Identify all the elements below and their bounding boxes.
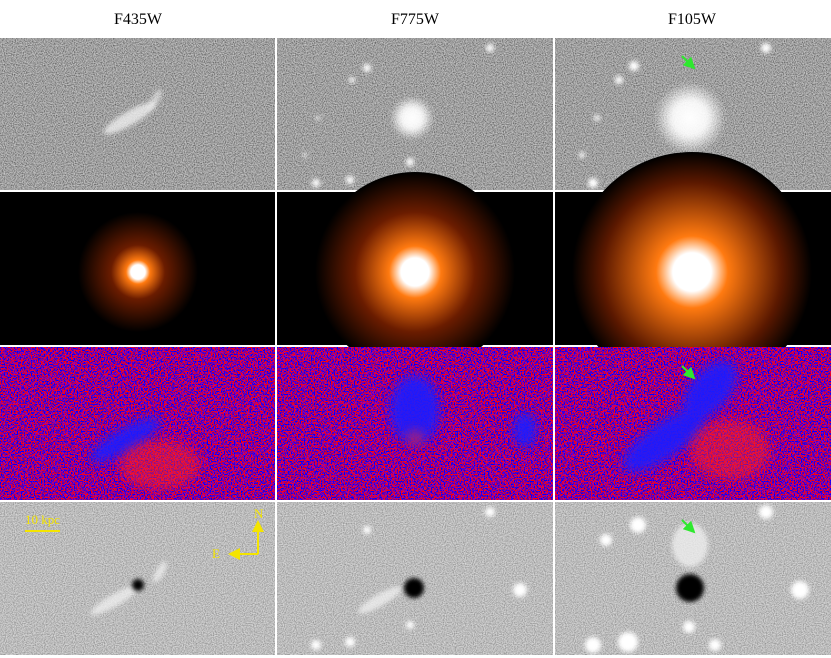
arrow <box>681 55 696 70</box>
divider <box>553 192 555 345</box>
residual-light <box>90 523 708 615</box>
column-header: F105W <box>668 11 717 28</box>
arrow <box>681 519 696 534</box>
model-glow <box>315 172 515 372</box>
model-glow <box>78 212 198 332</box>
scale-bar-label: 10 kpc <box>25 512 60 527</box>
arrow <box>681 365 696 380</box>
column-header: F775W <box>391 11 440 28</box>
residual-dark <box>132 574 704 602</box>
row-model <box>0 152 831 392</box>
panel <box>0 502 275 655</box>
model-glow <box>572 152 812 392</box>
column-header: F435W <box>114 11 163 28</box>
galaxy <box>390 96 434 140</box>
row-residual <box>0 347 831 500</box>
galaxy <box>654 82 726 154</box>
stars <box>311 505 809 653</box>
row-residual-gray: 10 kpc N E <box>0 502 831 655</box>
row-observed <box>0 38 831 190</box>
galaxy <box>103 89 162 135</box>
compass-label: N <box>254 506 264 521</box>
residual-red <box>120 420 770 490</box>
divider <box>275 192 277 345</box>
residual-blue <box>89 360 738 473</box>
compass-label: E <box>212 546 220 561</box>
